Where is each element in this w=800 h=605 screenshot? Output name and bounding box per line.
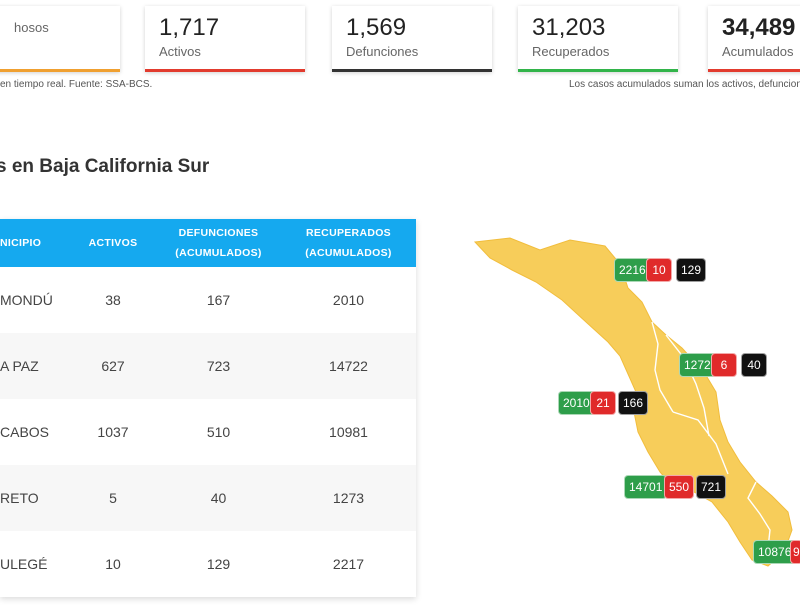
map-badge-activos: 21 — [590, 391, 616, 415]
map-badge-activos: 6 — [711, 353, 737, 377]
cell-recuperados: 2217 — [332, 556, 365, 572]
table-header: NICIPIO ACTIVOS DEFUNCIONES (ACUMULADOS) … — [0, 219, 416, 267]
stat-value: 34,489 — [722, 14, 796, 41]
stat-color-bar — [518, 69, 678, 72]
header-activos: ACTIVOS — [88, 237, 138, 249]
map-badge-recuperados: 10876 — [753, 540, 797, 564]
map-shape — [473, 237, 793, 567]
municipality-border — [672, 411, 729, 475]
cell-municipio: ULEGÉ — [0, 556, 48, 572]
stat-value: 1,569 — [346, 14, 407, 41]
stat-card-acumulados: 34,489 Acumulados — [708, 6, 800, 72]
cell-defunciones: 129 — [206, 556, 231, 572]
cell-recuperados: 1273 — [332, 490, 365, 506]
stat-color-bar — [332, 69, 492, 72]
stat-card-recuperados: 31,203 Recuperados — [518, 6, 678, 72]
map-badge-defunciones: 129 — [676, 258, 707, 282]
section-title: s en Baja California Sur — [0, 156, 210, 177]
cell-activos: 38 — [105, 292, 121, 308]
map-badge-recuperados: 1272 — [679, 353, 716, 377]
cell-defunciones: 167 — [206, 292, 231, 308]
accumulated-note: Los casos acumulados suman los activos, … — [569, 79, 800, 90]
map-badge-defunciones: 721 — [696, 475, 727, 499]
baja-california-sur-map[interactable]: 2216 10 129 1272 6 40 2010 21 166 14701 … — [470, 230, 800, 600]
stat-label: Acumulados — [722, 44, 794, 59]
map-badge-defunciones: 166 — [618, 391, 649, 415]
stat-color-bar — [708, 69, 800, 72]
stat-card-sospechosos: hosos — [0, 6, 120, 72]
stat-color-bar — [145, 69, 305, 72]
source-note: en tiempo real. Fuente: SSA-BCS. — [0, 79, 153, 90]
cell-municipio: CABOS — [0, 424, 50, 440]
stat-color-bar — [0, 69, 120, 72]
header-defunciones: DEFUNCIONES (ACUMULADOS) — [175, 227, 262, 259]
map-badge-recuperados: 2216 — [614, 258, 651, 282]
stat-value: 31,203 — [532, 14, 606, 41]
header-municipio: NICIPIO — [0, 237, 42, 249]
map-badge-activos: 9 — [790, 540, 800, 564]
stat-card-defunciones: 1,569 Defunciones — [332, 6, 492, 72]
map-badge-recuperados: 2010 — [558, 391, 595, 415]
table-row: CABOS 1037 510 10981 — [0, 399, 416, 465]
map-badge-defunciones: 40 — [741, 353, 767, 377]
map-badge-recuperados: 14701 — [624, 475, 668, 499]
cell-activos: 627 — [101, 358, 125, 374]
stat-label: hosos — [14, 20, 49, 35]
cell-activos: 5 — [109, 490, 117, 506]
cell-recuperados: 10981 — [329, 424, 368, 440]
stat-label: Recuperados — [532, 44, 610, 59]
cell-municipio: A PAZ — [0, 358, 39, 374]
cell-municipio: RETO — [0, 490, 39, 506]
cell-defunciones: 40 — [210, 490, 227, 506]
cell-activos: 10 — [105, 556, 121, 572]
cell-recuperados: 2010 — [332, 292, 365, 308]
table-row: ULEGÉ 10 129 2217 — [0, 531, 416, 597]
table-row: MONDÚ 38 167 2010 — [0, 267, 416, 333]
municipios-table: NICIPIO ACTIVOS DEFUNCIONES (ACUMULADOS) … — [0, 219, 416, 597]
cell-defunciones: 723 — [206, 358, 231, 374]
municipality-border — [651, 321, 674, 413]
map-badge-activos: 550 — [664, 475, 695, 499]
stat-label: Defunciones — [346, 44, 419, 59]
stat-value: 1,717 — [159, 14, 220, 41]
table-row: A PAZ 627 723 14722 — [0, 333, 416, 399]
municipality-border — [665, 334, 710, 437]
header-recuperados: RECUPERADOS (ACUMULADOS) — [305, 227, 392, 259]
cell-municipio: MONDÚ — [0, 292, 53, 308]
table-row: RETO 5 40 1273 — [0, 465, 416, 531]
stat-label: Activos — [159, 44, 201, 59]
cell-defunciones: 510 — [206, 424, 231, 440]
map-badge-activos: 10 — [646, 258, 672, 282]
municipality-border — [747, 481, 771, 549]
cell-activos: 1037 — [97, 424, 129, 440]
cell-recuperados: 14722 — [329, 358, 368, 374]
stat-card-activos: 1,717 Activos — [145, 6, 305, 72]
